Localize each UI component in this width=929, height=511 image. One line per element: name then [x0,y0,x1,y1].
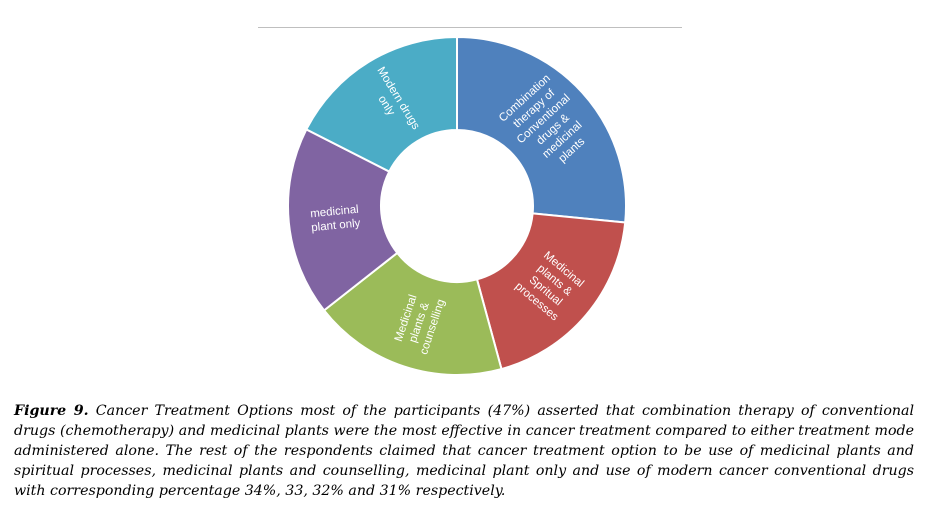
top-rule [258,27,682,28]
slice-medicinal-plants-counselling [322,251,503,376]
slice-medicinal-plants-spritual-processes [475,212,627,371]
slice-combination-therapy-of-conventional-drugs-medicinal-plants [456,35,627,224]
slice-label-line: medicinal [310,204,360,221]
caption-text: Cancer Treatment Options most of the par… [14,403,915,499]
figure-caption: Figure 9. Cancer Treatment Options most … [14,401,914,501]
slice-medicinal-plant-only [287,128,399,312]
slice-modern-drugs-only [305,35,458,173]
slice-label-medicinal-plant-only: medicinalplant only [309,204,361,235]
figure-label: Figure 9. [14,403,89,419]
donut-chart: Combinationtherapy ofConventionaldrugs &… [287,35,627,376]
donut-slices [287,35,627,376]
slice-label-line: plant only [311,218,361,235]
